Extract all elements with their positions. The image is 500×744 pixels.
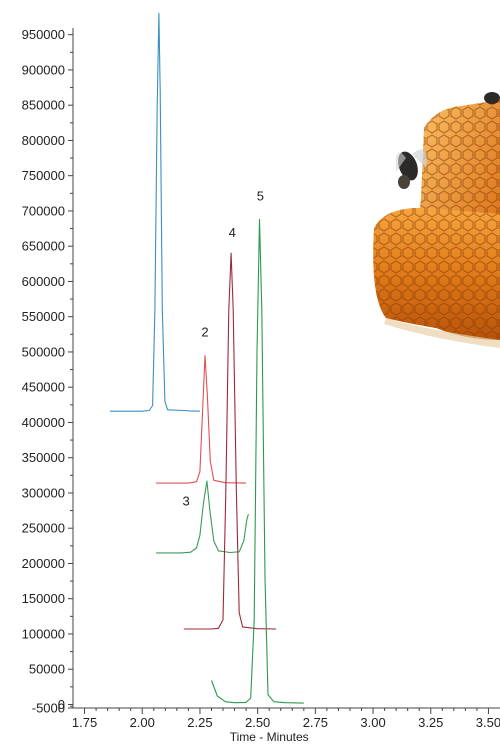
series-line-peak-3 [156, 480, 249, 554]
series-line-peak-2 [156, 354, 247, 484]
y-tick-label: 950000 [22, 27, 65, 42]
x-tick-label: 3.25 [418, 715, 443, 730]
x-tick-label: 2.00 [130, 715, 155, 730]
y-tick-label: 350000 [22, 450, 65, 465]
y-tick-label: 900000 [22, 62, 65, 77]
peak-label: 2 [201, 324, 208, 339]
y-tick-label: 200000 [22, 556, 65, 571]
x-tick-label: 2.75 [303, 715, 328, 730]
peak-label: 3 [182, 494, 189, 509]
y-tick-label: 100000 [22, 626, 65, 641]
x-axis-title: Time - Minutes [230, 730, 309, 744]
y-tick-label: 750000 [22, 168, 65, 183]
peak-label: 4 [229, 225, 236, 240]
y-axis-ticks: -50000 50000 100000 150000 200000 250000 30000… [22, 27, 73, 716]
y-tick-label: 300000 [22, 485, 65, 500]
series-line-peak-5 [210, 218, 304, 704]
peak-labels: 12345 [182, 188, 264, 509]
y-tick-label: 450000 [22, 380, 65, 395]
bee-icon [395, 149, 427, 189]
y-tick-label: 800000 [22, 133, 65, 148]
x-tick-label: 2.25 [187, 715, 212, 730]
y-tick-label: 650000 [22, 239, 65, 254]
y-tick-label: 850000 [22, 98, 65, 113]
y-tick-label: 250000 [22, 521, 65, 536]
y-tick-label: 550000 [22, 309, 65, 324]
y-tick-label: 500000 [22, 344, 65, 359]
series-line-peak-4 [183, 252, 277, 630]
peak-label: 5 [257, 188, 264, 203]
x-tick-label: 1.75 [72, 715, 97, 730]
x-tick-label: 2.50 [245, 715, 270, 730]
bee-icon [484, 92, 500, 104]
x-tick-label: 3.50 [476, 715, 500, 730]
y-tick-label: 400000 [22, 415, 65, 430]
y-tick-label: -5000 [32, 701, 65, 716]
x-axis-ticks: 1.75 2.00 2.25 2.50 2.75 3.00 3.25 3.50 [72, 708, 500, 730]
series-layer [109, 12, 304, 704]
y-tick-label: 700000 [22, 203, 65, 218]
series-line-peak-1 [109, 12, 200, 412]
y-tick-label: 50000 [29, 662, 65, 677]
axes: -50000 50000 100000 150000 200000 250000 30000… [22, 27, 500, 730]
y-tick-label: 150000 [22, 591, 65, 606]
y-tick-label: 0 [58, 697, 65, 712]
honeycomb-photo [366, 78, 500, 368]
x-tick-label: 3.00 [360, 715, 385, 730]
y-tick-label: 600000 [22, 274, 65, 289]
